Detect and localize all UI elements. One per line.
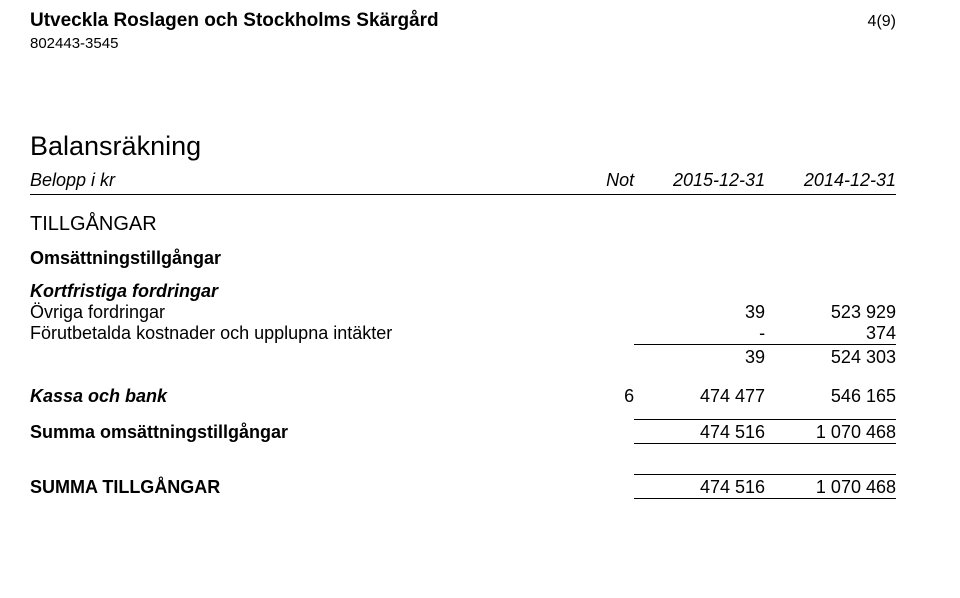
row-tillgangar: TILLGÅNGAR bbox=[30, 213, 896, 236]
col-header-period-a: 2015-12-31 bbox=[634, 170, 765, 195]
cell-not bbox=[528, 323, 634, 345]
row-kassa-bank: Kassa och bank 6 474 477 546 165 bbox=[30, 386, 896, 407]
cell-not: 6 bbox=[528, 386, 634, 407]
balance-table: Belopp i kr Not 2015-12-31 2014-12-31 TI… bbox=[30, 170, 896, 503]
cell-label: Summa omsättningstillgångar bbox=[30, 419, 528, 443]
label-omsattning: Omsättningstillgångar bbox=[30, 248, 528, 269]
cell-a: 39 bbox=[634, 344, 765, 368]
row-ovriga-fordringar: Övriga fordringar 39 523 929 bbox=[30, 302, 896, 323]
col-header-label: Belopp i kr bbox=[30, 170, 528, 195]
col-header-not: Not bbox=[528, 170, 634, 195]
org-id: 802443-3545 bbox=[30, 35, 439, 53]
org-name: Utveckla Roslagen och Stockholms Skärgår… bbox=[30, 10, 439, 33]
row-kortfristiga: Kortfristiga fordringar bbox=[30, 281, 896, 302]
row-summa-omsattning: Summa omsättningstillgångar 474 516 1 07… bbox=[30, 419, 896, 443]
cell-b: 1 070 468 bbox=[765, 419, 896, 443]
cell-b: 523 929 bbox=[765, 302, 896, 323]
cell-a: - bbox=[634, 323, 765, 345]
row-omsattning: Omsättningstillgångar bbox=[30, 248, 896, 269]
cell-b: 524 303 bbox=[765, 344, 896, 368]
cell-a: 39 bbox=[634, 302, 765, 323]
col-header-period-b: 2014-12-31 bbox=[765, 170, 896, 195]
cell-label: Kassa och bank bbox=[30, 386, 528, 407]
cell-label: Övriga fordringar bbox=[30, 302, 528, 323]
cell-b: 374 bbox=[765, 323, 896, 345]
cell-a: 474 516 bbox=[634, 419, 765, 443]
label-kortfristiga: Kortfristiga fordringar bbox=[30, 281, 528, 302]
label-tillgangar: TILLGÅNGAR bbox=[30, 213, 528, 236]
cell-b: 546 165 bbox=[765, 386, 896, 407]
cell-label: SUMMA TILLGÅNGAR bbox=[30, 474, 528, 498]
row-forutbetalda: Förutbetalda kostnader och upplupna intä… bbox=[30, 323, 896, 345]
content: Balansräkning Belopp i kr Not 2015-12-31… bbox=[30, 131, 896, 503]
cell-not bbox=[528, 302, 634, 323]
underline-row bbox=[30, 498, 896, 503]
cell-label: Förutbetalda kostnader och upplupna intä… bbox=[30, 323, 528, 345]
row-summa-tillgangar: SUMMA TILLGÅNGAR 474 516 1 070 468 bbox=[30, 474, 896, 498]
cell-a: 474 477 bbox=[634, 386, 765, 407]
row-subtotal-fordringar: 39 524 303 bbox=[30, 344, 896, 368]
org-block: Utveckla Roslagen och Stockholms Skärgår… bbox=[30, 10, 439, 53]
cell-a: 474 516 bbox=[634, 474, 765, 498]
page: Utveckla Roslagen och Stockholms Skärgår… bbox=[0, 0, 960, 598]
cell-b: 1 070 468 bbox=[765, 474, 896, 498]
section-title: Balansräkning bbox=[30, 131, 896, 162]
table-header-row: Belopp i kr Not 2015-12-31 2014-12-31 bbox=[30, 170, 896, 195]
page-header: Utveckla Roslagen och Stockholms Skärgår… bbox=[30, 10, 896, 53]
page-number: 4(9) bbox=[868, 10, 896, 31]
